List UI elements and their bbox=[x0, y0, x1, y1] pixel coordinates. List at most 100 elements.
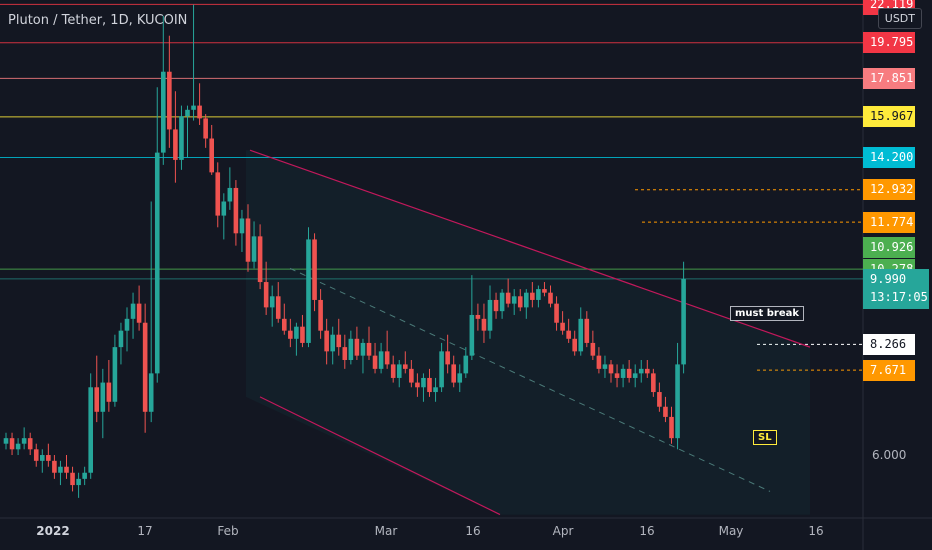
candle-body bbox=[542, 289, 547, 293]
price-tag-level-4: 14.200 bbox=[863, 146, 915, 168]
candle-body bbox=[100, 382, 106, 412]
candle-body bbox=[403, 364, 408, 369]
time-axis-tick: Feb bbox=[217, 524, 239, 538]
candle-body bbox=[245, 218, 251, 262]
candle-body bbox=[463, 355, 469, 374]
candle-body bbox=[112, 347, 118, 402]
candle-body bbox=[554, 303, 559, 323]
candle-body bbox=[124, 318, 130, 331]
candle-body bbox=[263, 282, 269, 308]
candle-body bbox=[578, 318, 584, 352]
candle-body bbox=[167, 71, 172, 130]
candle-body bbox=[203, 118, 208, 139]
candle-body bbox=[221, 201, 227, 216]
candle-body bbox=[602, 364, 608, 369]
time-axis-tick: 17 bbox=[137, 524, 153, 538]
candle-body bbox=[626, 368, 632, 378]
candle-body bbox=[209, 138, 214, 173]
price-tag-dashed-0: 12.932 bbox=[863, 179, 915, 201]
candle-body bbox=[197, 105, 202, 119]
candle-body bbox=[318, 299, 323, 331]
candle-body bbox=[82, 472, 87, 479]
candle-body bbox=[88, 387, 93, 473]
candle-body bbox=[390, 364, 396, 378]
candle-body bbox=[324, 330, 329, 352]
candle-body bbox=[681, 278, 686, 365]
channel-midline bbox=[289, 267, 771, 492]
candle-body bbox=[530, 292, 535, 300]
candle-body bbox=[282, 318, 287, 331]
candle-body bbox=[27, 438, 33, 450]
candle-body bbox=[15, 443, 21, 450]
candle-body bbox=[136, 303, 142, 323]
price-axis-label: 6.000 bbox=[872, 448, 907, 463]
candle-body bbox=[493, 299, 499, 312]
candle-body bbox=[40, 455, 45, 461]
candle-body bbox=[499, 292, 505, 312]
candle-body bbox=[130, 303, 136, 319]
candle-body bbox=[9, 438, 15, 450]
candle-body bbox=[106, 382, 112, 402]
candle-body bbox=[439, 351, 444, 388]
candle-body bbox=[378, 351, 384, 369]
price-tag-level-1: 19.795 bbox=[863, 32, 915, 54]
candle-body bbox=[620, 368, 626, 378]
candle-body bbox=[511, 296, 517, 304]
last-price-value: 9.990 bbox=[870, 271, 907, 286]
candle-body bbox=[70, 472, 75, 486]
last-price-tag: 9.990 13:17:05 bbox=[863, 268, 929, 309]
candle-body bbox=[154, 152, 160, 374]
candle-body bbox=[632, 373, 638, 378]
price-tag-dashed-1: 11.774 bbox=[863, 211, 915, 233]
candle-body bbox=[46, 455, 51, 461]
candle-body bbox=[657, 392, 662, 407]
candle-body bbox=[148, 373, 154, 412]
currency-button[interactable]: USDT bbox=[877, 8, 922, 29]
channel-lower-line bbox=[259, 396, 501, 516]
candle-body bbox=[52, 460, 57, 473]
price-tag-green: 10.926 bbox=[863, 237, 915, 259]
candle-body bbox=[342, 347, 348, 360]
candle-body bbox=[651, 373, 656, 393]
price-tag-level-3: 15.967 bbox=[863, 106, 915, 128]
candle-body bbox=[475, 314, 481, 319]
candle-body bbox=[560, 322, 565, 331]
candle-body bbox=[421, 377, 426, 388]
candle-body bbox=[505, 292, 511, 304]
candle-body bbox=[3, 438, 9, 444]
candle-body bbox=[94, 387, 100, 412]
candle-body bbox=[481, 318, 487, 331]
candle-body bbox=[524, 292, 529, 308]
candle-body bbox=[312, 239, 317, 300]
candle-body bbox=[233, 187, 239, 234]
candle-body bbox=[669, 416, 674, 439]
time-axis-tick: 2022 bbox=[36, 524, 70, 538]
candle-body bbox=[294, 326, 299, 339]
candle-body bbox=[269, 296, 275, 308]
candle-body bbox=[596, 355, 602, 369]
candle-body bbox=[348, 338, 354, 360]
candle-body bbox=[185, 109, 190, 117]
candle-body bbox=[354, 338, 360, 356]
candle-body bbox=[638, 368, 644, 374]
candle-body bbox=[360, 342, 366, 356]
candle-body bbox=[536, 289, 541, 300]
candle-body bbox=[227, 187, 233, 202]
must-break-note: must break bbox=[730, 306, 805, 321]
candle-body bbox=[330, 334, 335, 352]
candle-body bbox=[548, 292, 553, 304]
candle-body bbox=[608, 364, 614, 374]
candle-body bbox=[21, 438, 27, 444]
candle-body bbox=[457, 373, 463, 383]
time-axis-tick: Apr bbox=[552, 524, 574, 538]
price-tag-dashed-3: 7.671 bbox=[863, 359, 915, 381]
candle-body bbox=[645, 368, 650, 374]
candle-body bbox=[239, 218, 245, 234]
candle-body bbox=[396, 364, 402, 378]
candle-body bbox=[300, 326, 305, 343]
candle-body bbox=[433, 387, 438, 393]
candle-body bbox=[675, 364, 680, 439]
candle-body bbox=[517, 296, 523, 308]
bar-countdown: 13:17:05 bbox=[870, 289, 928, 304]
